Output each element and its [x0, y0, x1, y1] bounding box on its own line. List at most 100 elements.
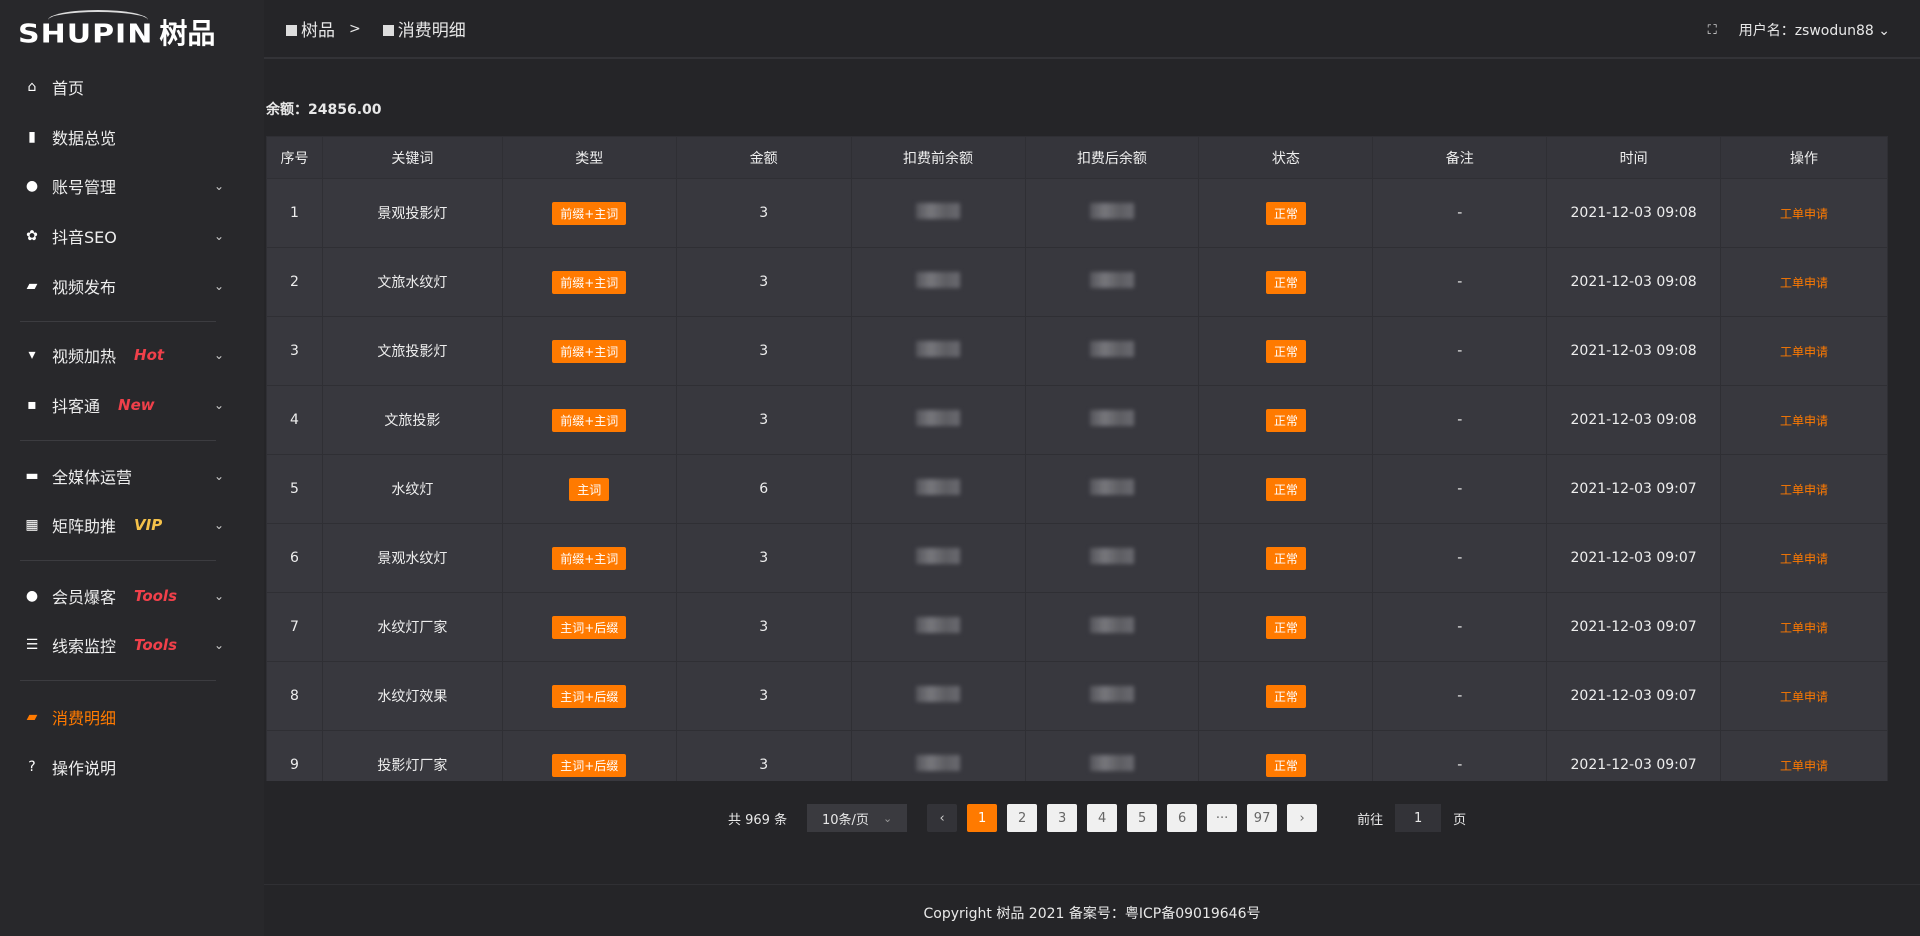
chevron-down-icon: ⌄ [213, 398, 224, 412]
ticket-apply-link[interactable]: 工单申请 [1780, 758, 1829, 773]
ticket-apply-link[interactable]: 工单申请 [1780, 620, 1829, 635]
sidebar-divider [20, 321, 216, 322]
sidebar-item-2[interactable]: ● 账号管理 ⌄ [24, 171, 224, 201]
action-cell: 工单申请 [1720, 730, 1888, 781]
action-cell: 工单申请 [1720, 454, 1888, 524]
type-cell: 前缀+主词 [501, 523, 677, 593]
ticket-apply-link[interactable]: 工单申请 [1780, 344, 1829, 359]
goto-label: 前往 [1357, 812, 1384, 828]
ticket-apply-link[interactable]: 工单申请 [1780, 413, 1829, 428]
balance-after-cell [1024, 178, 1200, 248]
balance-before-redacted [916, 479, 961, 495]
status-badge: 正常 [1265, 753, 1306, 777]
type-badge: 前缀+主词 [552, 546, 627, 570]
time: 2021-12-03 09:07 [1546, 454, 1722, 524]
sidebar-item-7[interactable]: ▬ 全媒体运营 ⌄ [24, 461, 224, 491]
fullscreen-icon[interactable]: ⛶ [1707, 22, 1717, 38]
page-button[interactable]: 1 [967, 804, 998, 832]
user-menu[interactable]: 用户名：zswodun88 ⌄ [1739, 20, 1890, 40]
table-row: 9 投影灯厂家 主词+后缀 3 正常 - 2021-12-03 09:07 工单… [266, 730, 1888, 781]
chevron-down-icon: ⌄ [213, 229, 224, 243]
prev-page-button[interactable]: ‹ [927, 804, 958, 832]
sidebar-divider [20, 560, 216, 561]
footer-divider [264, 884, 1920, 885]
page-button[interactable]: 4 [1087, 804, 1118, 832]
sliders-icon: ☰ [25, 637, 39, 653]
time: 2021-12-03 09:08 [1546, 316, 1722, 386]
action-cell: 工单申请 [1720, 592, 1888, 662]
sidebar-divider [20, 680, 216, 681]
video-icon: ▰ [26, 278, 38, 294]
grid-icon: ▦ [25, 517, 39, 533]
next-page-button[interactable]: › [1287, 804, 1318, 832]
page-button[interactable]: 97 [1247, 804, 1278, 832]
note: - [1372, 247, 1548, 317]
home-icon: ⌂ [27, 79, 37, 95]
page-size-select[interactable]: 10条/页 ⌄ [807, 804, 908, 832]
sidebar-tag: VIP [134, 516, 163, 534]
keyword: 景观投影灯 [321, 178, 503, 248]
page-button[interactable]: 3 [1047, 804, 1078, 832]
sidebar-item-1[interactable]: ▮ 数据总览 [24, 122, 224, 152]
sidebar-item-3[interactable]: ✿ 抖音SEO ⌄ [24, 221, 224, 251]
sidebar-item-10[interactable]: ☰ 线索监控 Tools ⌄ [24, 630, 224, 660]
gear-icon: ✿ [26, 228, 38, 244]
status-badge: 正常 [1265, 201, 1306, 225]
status-cell: 正常 [1198, 454, 1374, 524]
sidebar-item-6[interactable]: ▪ 抖客通 New ⌄ [24, 390, 224, 420]
sidebar: SHUPIN 树品 ⌂ 首页 ▮ 数据总览 ● 账号管理 ⌄ ✿ 抖音SEO ⌄ ▰ 视频发布 ⌄ ▾ 视频加… [0, 0, 264, 936]
sidebar-item-0[interactable]: ⌂ 首页 [24, 72, 224, 102]
sidebar-item-9[interactable]: ● 会员爆客 Tools ⌄ [24, 581, 224, 611]
chat-icon: ▪ [27, 397, 37, 413]
sidebar-item-11[interactable]: ▰ 消费明细 [24, 702, 224, 732]
wallet-icon: ▰ [26, 709, 38, 725]
type-cell: 前缀+主词 [501, 178, 677, 248]
ticket-apply-link[interactable]: 工单申请 [1780, 482, 1829, 497]
ticket-apply-link[interactable]: 工单申请 [1780, 551, 1829, 566]
balance: 余额：24856.00 [266, 102, 382, 118]
page-button[interactable]: 5 [1127, 804, 1158, 832]
amount: 3 [675, 661, 852, 731]
row-number: 7 [266, 592, 323, 662]
balance-after-cell [1024, 247, 1200, 317]
ticket-apply-link[interactable]: 工单申请 [1780, 275, 1829, 290]
goto-page-input[interactable]: 1 [1395, 804, 1442, 832]
page-button[interactable]: 2 [1007, 804, 1038, 832]
sidebar-item-label: 全媒体运营 [52, 468, 133, 487]
sidebar-item-12[interactable]: ? 操作说明 [24, 752, 224, 782]
action-cell: 工单申请 [1720, 661, 1888, 731]
balance-before-redacted [916, 272, 961, 288]
time: 2021-12-03 09:07 [1546, 523, 1722, 593]
balance-after-cell [1024, 385, 1200, 455]
table-row: 4 文旅投影 前缀+主词 3 正常 - 2021-12-03 09:08 工单申… [266, 385, 1888, 455]
sidebar-item-4[interactable]: ▰ 视频发布 ⌄ [24, 271, 224, 301]
balance-before-redacted [916, 410, 961, 426]
row-number: 8 [266, 661, 323, 731]
time: 2021-12-03 09:08 [1546, 247, 1722, 317]
note: - [1372, 661, 1548, 731]
username: 用户名：zswodun88 [1738, 23, 1874, 39]
time: 2021-12-03 09:07 [1546, 661, 1722, 731]
sidebar-tag: Hot [134, 346, 165, 364]
ticket-apply-link[interactable]: 工单申请 [1780, 689, 1829, 704]
ticket-apply-link[interactable]: 工单申请 [1780, 206, 1829, 221]
row-number: 3 [266, 316, 323, 386]
action-cell: 工单申请 [1720, 316, 1888, 386]
status-cell: 正常 [1198, 592, 1374, 662]
balance-after-redacted [1089, 410, 1134, 426]
pagination: 共 969 条 10条/页 ⌄ ‹ 1 2 3 4 5 6 ··· 97 › 前往 1 页 [728, 804, 1466, 832]
chevron-down-icon: ⌄ [1878, 23, 1890, 39]
sidebar-item-8[interactable]: ▦ 矩阵助推 VIP ⌄ [24, 510, 224, 540]
table-row: 7 水纹灯厂家 主词+后缀 3 正常 - 2021-12-03 09:07 工单… [266, 592, 1888, 662]
note: - [1372, 454, 1548, 524]
status-badge: 正常 [1265, 615, 1306, 639]
breadcrumb-root[interactable]: 树品 [286, 16, 335, 41]
balance-after-redacted [1089, 479, 1134, 495]
type-cell: 主词+后缀 [501, 592, 677, 662]
page-button[interactable]: ··· [1207, 804, 1238, 832]
keyword: 水纹灯 [321, 454, 503, 524]
sidebar-item-5[interactable]: ▾ 视频加热 Hot ⌄ [24, 340, 224, 370]
type-cell: 前缀+主词 [501, 247, 677, 317]
page-button[interactable]: 6 [1167, 804, 1198, 832]
action-cell: 工单申请 [1720, 523, 1888, 593]
